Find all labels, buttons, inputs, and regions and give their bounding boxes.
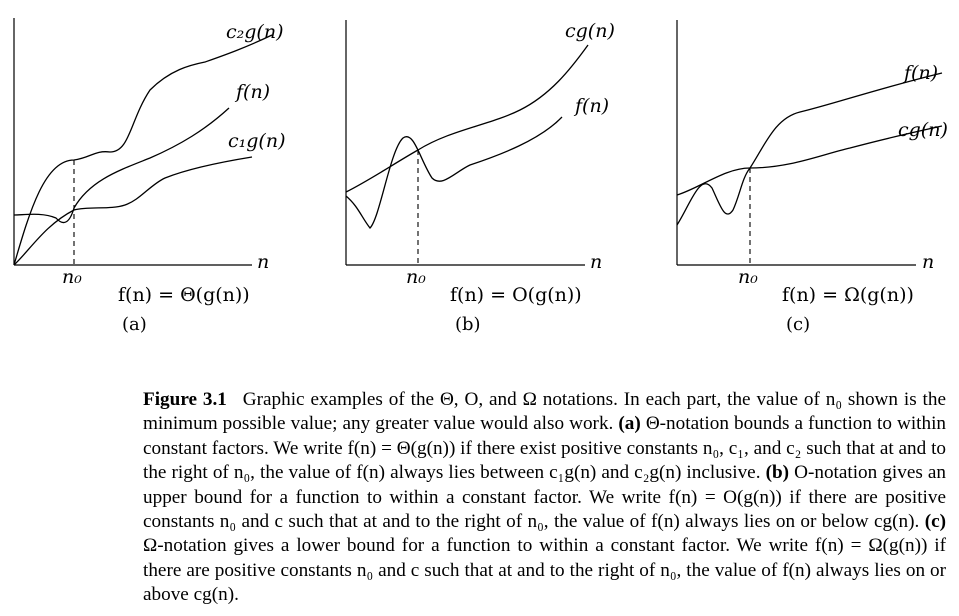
panel-b: cg(n) f(n) n n₀ f(n) = O(g(n)) (b): [345, 20, 615, 335]
panel-a-c2g-curve: [13, 34, 273, 266]
panel-a-threshold-label: n₀: [62, 266, 82, 288]
panel-a-axis-label-n: n: [257, 251, 269, 273]
panel-a-sublabel: (a): [122, 314, 147, 335]
panel-a-label-c2g: c₂g(n): [226, 21, 283, 43]
panel-a-label-f: f(n): [234, 81, 270, 103]
panel-a-f-curve: [13, 107, 230, 224]
caption-part-b-label: (b): [765, 462, 790, 484]
caption-part-b: O-notation gives an upper bound for a fu…: [143, 462, 947, 533]
panel-b-label-cg: cg(n): [565, 20, 615, 42]
panel-c-f-curve: [676, 72, 943, 226]
panel-b-threshold-label: n₀: [406, 266, 426, 288]
figure-graphics: c₂g(n) f(n) c₁g(n) n n₀ f(n) = Θ(g(n)) (…: [13, 18, 948, 335]
panel-a-relation: f(n) = Θ(g(n)): [118, 284, 250, 306]
panel-c-label-cg: cg(n): [898, 119, 948, 141]
panel-c-label-f: f(n): [902, 62, 938, 84]
panel-b-relation: f(n) = O(g(n)): [450, 284, 582, 306]
panel-c: f(n) cg(n) n n₀ f(n) = Ω(g(n)) (c): [676, 20, 948, 335]
panel-c-cg-curve: [676, 125, 943, 196]
figure-label: Figure 3.1: [143, 389, 227, 410]
figure-3-1: c₂g(n) f(n) c₁g(n) n n₀ f(n) = Θ(g(n)) (…: [13, 18, 948, 335]
panel-c-sublabel: (c): [786, 314, 810, 335]
panel-b-f-curve: [345, 116, 563, 229]
caption-part-c-label: (c): [924, 511, 946, 533]
caption-part-a: Θ-notation bounds a function to within c…: [143, 413, 947, 484]
panel-a-c1g-curve: [13, 156, 253, 266]
panel-b-sublabel: (b): [455, 314, 481, 335]
panel-c-threshold-label: n₀: [738, 266, 758, 288]
caption-part-a-label: (a): [618, 413, 641, 435]
panel-c-axis-label-n: n: [922, 251, 934, 273]
panel-a-label-c1g: c₁g(n): [228, 130, 285, 152]
panel-b-cg-curve: [345, 44, 589, 193]
caption-lead: Graphic examples of the Θ, O, and Ω nota…: [143, 389, 946, 435]
panel-c-relation: f(n) = Ω(g(n)): [782, 284, 914, 306]
panel-a: c₂g(n) f(n) c₁g(n) n n₀ f(n) = Θ(g(n)) (…: [13, 18, 285, 335]
panel-b-label-f: f(n): [573, 95, 609, 117]
figure-caption: Figure 3.1 Graphic examples of the Θ, O,…: [143, 388, 946, 608]
caption-part-c: Ω-notation gives a lower bound for a fun…: [143, 535, 946, 606]
panel-b-axis-label-n: n: [590, 251, 602, 273]
